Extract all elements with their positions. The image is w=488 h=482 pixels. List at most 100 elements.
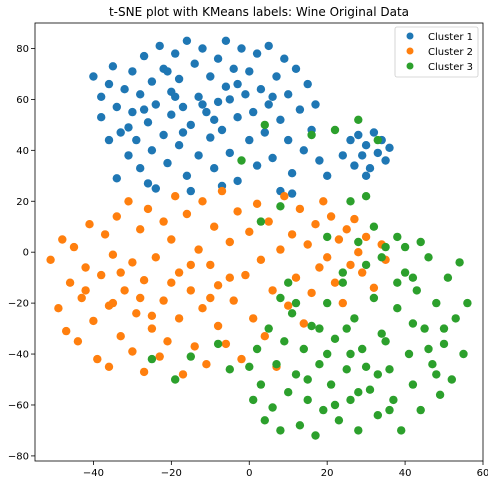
axes-frame — [34, 22, 484, 462]
data-point — [338, 151, 347, 160]
data-point — [272, 72, 281, 81]
data-point — [159, 217, 168, 226]
data-point — [77, 293, 86, 303]
data-point — [268, 153, 277, 163]
data-point — [334, 235, 344, 244]
data-point — [291, 64, 301, 74]
data-point — [178, 370, 188, 379]
data-point — [132, 309, 141, 318]
data-point — [174, 141, 184, 150]
data-point — [346, 349, 355, 359]
y-tick-label: 60 — [16, 95, 29, 106]
data-point — [241, 90, 250, 99]
data-point — [194, 245, 203, 254]
data-point — [128, 107, 137, 117]
data-point — [81, 263, 90, 272]
data-point — [319, 197, 328, 206]
data-point — [350, 314, 359, 323]
data-point — [432, 298, 441, 308]
data-point — [397, 426, 406, 435]
data-point — [97, 92, 106, 102]
data-point — [190, 59, 199, 68]
points-layer — [46, 36, 472, 440]
data-point — [186, 186, 195, 196]
data-point — [206, 260, 215, 270]
data-point — [97, 113, 106, 122]
data-point — [443, 273, 453, 282]
data-point — [338, 268, 347, 277]
data-point — [206, 72, 215, 81]
y-tick-label: −20 — [8, 299, 29, 310]
data-point — [393, 232, 402, 242]
data-point — [46, 255, 55, 264]
data-point — [311, 431, 320, 440]
data-point — [252, 161, 262, 170]
data-point — [198, 304, 207, 313]
data-point — [424, 253, 433, 262]
data-point — [210, 115, 219, 125]
data-point — [190, 342, 199, 351]
data-point — [350, 214, 359, 224]
data-point — [361, 362, 371, 371]
y-tick-label: 20 — [16, 197, 29, 208]
data-point — [65, 278, 75, 287]
data-point — [365, 164, 375, 173]
data-point — [428, 360, 437, 369]
data-point — [202, 360, 211, 369]
data-point — [252, 49, 262, 58]
data-point — [439, 339, 449, 349]
data-point — [252, 344, 262, 354]
data-point — [276, 115, 285, 125]
x-tick-label: 0 — [246, 468, 252, 479]
data-point — [155, 41, 164, 51]
data-point — [264, 324, 273, 333]
data-point — [108, 250, 118, 259]
series-cluster-3 — [147, 115, 472, 440]
y-tick-label: 40 — [16, 146, 29, 157]
data-point — [221, 82, 231, 91]
data-point — [307, 130, 316, 140]
data-point — [81, 286, 90, 295]
data-point — [147, 354, 157, 364]
data-point — [132, 135, 141, 145]
data-point — [225, 148, 234, 158]
data-point — [221, 36, 231, 45]
data-point — [221, 339, 231, 349]
data-point — [120, 85, 129, 94]
data-point — [85, 220, 94, 229]
data-point — [178, 102, 188, 112]
data-point — [447, 375, 456, 384]
x-axis: −40 −20 0 20 40 60 — [83, 461, 488, 479]
data-point — [299, 344, 308, 354]
data-point — [280, 192, 289, 201]
data-point — [268, 92, 277, 102]
data-point — [303, 79, 312, 89]
data-point — [369, 222, 379, 231]
data-point — [276, 245, 285, 254]
data-point — [100, 230, 110, 239]
data-point — [163, 158, 172, 168]
data-point — [252, 199, 262, 208]
data-point — [124, 197, 133, 206]
data-point — [167, 278, 176, 287]
data-point — [217, 125, 227, 135]
data-point — [276, 293, 285, 303]
data-point — [233, 176, 242, 186]
data-point — [412, 286, 421, 295]
data-point — [354, 237, 363, 247]
data-point — [233, 113, 242, 122]
data-point — [287, 230, 297, 239]
data-point — [139, 367, 149, 377]
data-point — [307, 288, 316, 298]
data-point — [213, 54, 223, 63]
data-point — [315, 156, 324, 165]
data-point — [171, 49, 180, 58]
data-point — [373, 148, 382, 158]
data-point — [439, 324, 449, 333]
data-point — [432, 370, 441, 379]
data-point — [393, 304, 402, 313]
data-point — [369, 293, 379, 303]
data-point — [385, 405, 394, 415]
data-point — [284, 135, 293, 145]
data-point — [369, 283, 379, 292]
